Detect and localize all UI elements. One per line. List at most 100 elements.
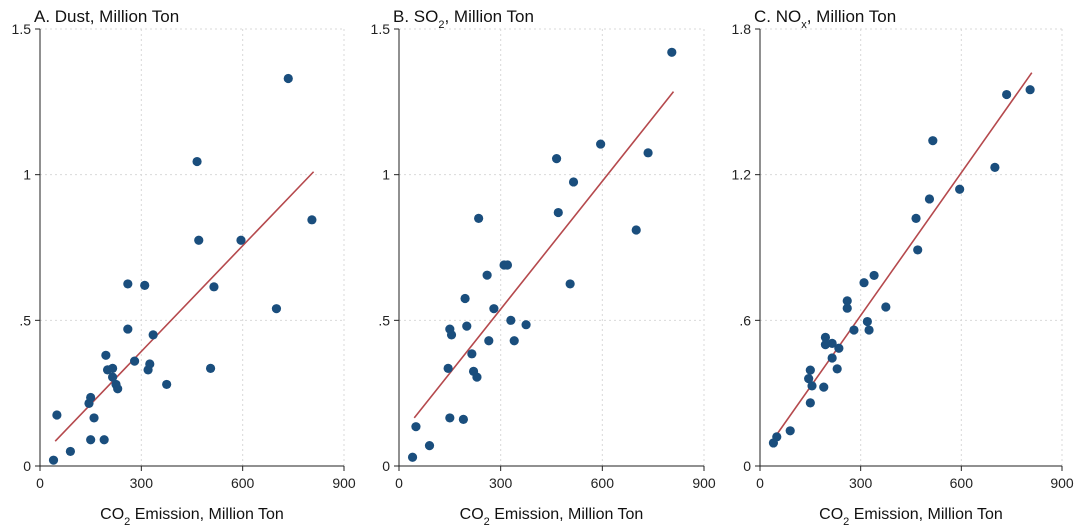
panel-title-part-0: C. NO bbox=[754, 7, 801, 26]
x-tick-label: 900 bbox=[1050, 475, 1074, 491]
data-point bbox=[307, 215, 317, 225]
x-axis-label-part-2: Emission, Million Ton bbox=[130, 506, 284, 523]
data-point bbox=[864, 325, 874, 335]
data-point bbox=[446, 330, 457, 340]
panel-title-part-0: B. SO bbox=[393, 7, 438, 26]
x-axis-label-part-1: 2 bbox=[843, 516, 849, 527]
fit-line bbox=[54, 171, 315, 442]
panel-3: 0 .6 1.2 1.8 0 300 600 900 C. NOx, Million Ton CO… bbox=[732, 7, 1074, 527]
data-point bbox=[460, 293, 470, 304]
data-point bbox=[1002, 89, 1012, 100]
x-tick-label: 0 bbox=[395, 475, 403, 491]
x-axis-label: CO2 Emission, Million Ton bbox=[100, 506, 284, 527]
x-axis-label-part-0: CO bbox=[100, 506, 124, 523]
data-point bbox=[807, 381, 817, 391]
panel-title: A. Dust, Million Ton bbox=[34, 7, 179, 26]
data-point bbox=[236, 235, 246, 245]
data-point bbox=[842, 296, 852, 306]
data-point bbox=[489, 304, 499, 314]
panel-1: 0 .5 1 1.5 0 300 600 900 A. Dust, Million Ton CO2… bbox=[12, 7, 356, 527]
panel-title-part-2: , Million Ton bbox=[444, 7, 533, 26]
data-point bbox=[502, 260, 513, 270]
data-point bbox=[445, 413, 455, 423]
data-point bbox=[565, 279, 575, 289]
x-axis-label-part-2: Emission, Million Ton bbox=[490, 506, 644, 523]
data-point bbox=[424, 441, 435, 451]
data-point bbox=[482, 270, 492, 280]
data-point bbox=[785, 426, 795, 436]
y-tick-label: 1.8 bbox=[732, 21, 752, 37]
x-tick-label: 900 bbox=[692, 475, 716, 491]
x-tick-label: 0 bbox=[36, 475, 44, 491]
x-axis-label-part-0: CO bbox=[819, 506, 843, 523]
data-point bbox=[805, 398, 815, 408]
data-point bbox=[48, 455, 59, 465]
data-point bbox=[924, 194, 935, 204]
data-point bbox=[596, 139, 606, 149]
data-point bbox=[842, 303, 852, 313]
data-point bbox=[772, 432, 782, 442]
x-tick-label: 300 bbox=[130, 475, 154, 491]
data-point bbox=[521, 320, 531, 330]
y-tick-label: 1 bbox=[23, 167, 31, 183]
x-tick-label: 600 bbox=[591, 475, 615, 491]
panel-title: C. NOx, Million Ton bbox=[754, 7, 896, 31]
data-point bbox=[462, 321, 472, 331]
y-tick-label: 1.2 bbox=[732, 167, 752, 183]
data-point bbox=[881, 302, 891, 312]
data-point bbox=[553, 207, 563, 218]
data-point bbox=[472, 372, 482, 382]
data-point bbox=[506, 315, 516, 325]
data-point bbox=[667, 47, 677, 57]
y-tick-label: 1.5 bbox=[371, 21, 391, 37]
data-point bbox=[990, 162, 1000, 172]
data-point bbox=[484, 336, 494, 346]
fit-line bbox=[774, 72, 1033, 438]
data-point bbox=[827, 338, 837, 348]
x-tick-label: 0 bbox=[756, 475, 764, 491]
x-tick-label: 300 bbox=[489, 475, 513, 491]
x-axis-label-part-1: 2 bbox=[124, 516, 130, 527]
data-point bbox=[283, 73, 293, 84]
data-point bbox=[65, 446, 75, 457]
data-point bbox=[145, 359, 155, 369]
y-tick-label: 0 bbox=[382, 458, 390, 474]
data-point bbox=[443, 363, 453, 374]
y-tick-label: 0 bbox=[23, 458, 31, 474]
x-tick-label: 300 bbox=[849, 475, 873, 491]
y-tick-label: 1 bbox=[382, 167, 390, 183]
data-point bbox=[101, 350, 111, 360]
data-point bbox=[551, 154, 562, 164]
data-point bbox=[123, 279, 133, 289]
x-tick-label: 900 bbox=[332, 475, 356, 491]
data-point bbox=[467, 349, 477, 359]
y-tick-label: .5 bbox=[19, 312, 31, 328]
data-point bbox=[643, 148, 653, 158]
data-point bbox=[458, 414, 468, 424]
x-axis-label-part-1: 2 bbox=[484, 516, 490, 527]
data-point bbox=[849, 325, 859, 335]
data-point bbox=[209, 282, 219, 292]
data-point bbox=[869, 270, 879, 281]
y-tick-label: 1.5 bbox=[12, 21, 32, 37]
data-point bbox=[192, 156, 202, 167]
data-point bbox=[859, 278, 869, 288]
data-point bbox=[86, 435, 96, 445]
data-point bbox=[411, 422, 421, 432]
panel-title: B. SO2, Million Ton bbox=[393, 7, 534, 31]
data-point bbox=[805, 365, 815, 375]
data-point bbox=[108, 363, 118, 374]
data-point bbox=[827, 353, 837, 363]
y-tick-label: .6 bbox=[739, 312, 751, 328]
panel-title-part-1: x bbox=[801, 19, 807, 31]
data-point bbox=[819, 382, 829, 392]
data-point bbox=[113, 384, 123, 394]
data-point bbox=[99, 435, 109, 445]
data-point bbox=[108, 372, 118, 382]
fit-line bbox=[413, 91, 675, 419]
data-point bbox=[820, 332, 831, 342]
y-tick-label: 0 bbox=[743, 458, 751, 474]
data-point bbox=[205, 363, 216, 374]
